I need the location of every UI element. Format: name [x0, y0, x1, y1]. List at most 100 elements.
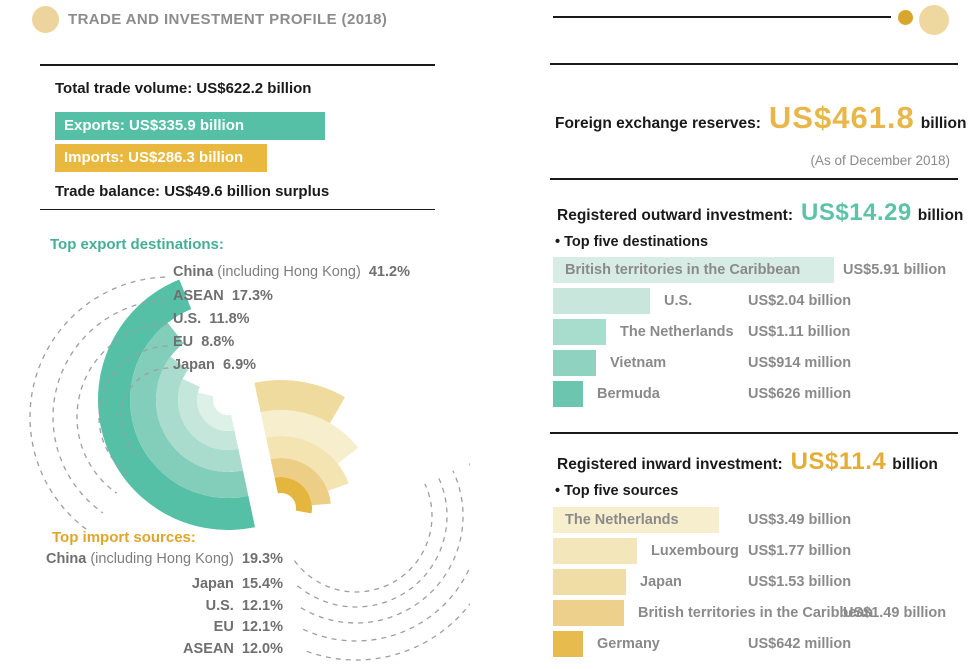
- invest-value: US$914 million: [748, 355, 852, 371]
- invest-row: The Netherlands US$3.49 billion: [553, 507, 963, 533]
- exports-bar: Exports: US$335.9 billion: [55, 112, 325, 140]
- page-title: TRADE AND INVESTMENT PROFILE (2018): [68, 11, 388, 28]
- export-dashed-guide: [76, 323, 167, 494]
- invest-bar: [553, 538, 637, 564]
- invest-value: US$642 million: [748, 636, 852, 652]
- invest-value: US$2.04 billion: [748, 293, 852, 309]
- invest-row: Vietnam US$914 million: [553, 350, 963, 376]
- outward-value: US$14.29: [801, 199, 912, 226]
- divider: [550, 432, 958, 434]
- invest-row: U.S. US$2.04 billion: [553, 288, 963, 314]
- invest-row: Germany US$642 million: [553, 631, 963, 657]
- invest-row: British territories in the Caribbean US$5…: [553, 257, 963, 283]
- invest-label: Germany: [597, 636, 660, 652]
- radial-fan-chart: [29, 276, 470, 661]
- header-dot-big-icon: [919, 5, 949, 35]
- outward-investment-heading: Registered outward investment: US$14.29 …: [557, 199, 963, 227]
- import-dashed-guide: [293, 483, 433, 593]
- inward-unit: billion: [892, 456, 938, 473]
- invest-value: US$1.49 billion: [843, 605, 947, 621]
- import-dashed-guide: [302, 462, 470, 642]
- invest-bar: [553, 350, 596, 376]
- import-fan-band: [260, 410, 359, 464]
- invest-bar: [553, 257, 834, 283]
- invest-value: US$1.77 billion: [748, 543, 852, 559]
- reserves-unit: billion: [920, 115, 967, 132]
- export-dashed-guide: [29, 276, 166, 533]
- invest-bar: [553, 600, 624, 626]
- export-fan-band: [178, 378, 239, 450]
- fan-label: U.S. 11.8%: [173, 311, 250, 327]
- fan-label: China (including Hong Kong) 41.2%: [173, 264, 410, 280]
- invest-bar: [553, 507, 719, 533]
- reserves-label: Foreign exchange reserves:: [555, 115, 761, 132]
- invest-bar: [553, 631, 583, 657]
- fan-label: ASEAN 17.3%: [173, 288, 273, 304]
- export-dashed-guide: [98, 345, 168, 476]
- invest-bar: [553, 569, 626, 595]
- invest-row: British territories in the Caribbean US$1…: [553, 600, 963, 626]
- invest-label: British territories in the Caribbean: [638, 605, 874, 621]
- invest-label: British territories in the Caribbean: [565, 262, 801, 278]
- trade-balance: Trade balance: US$49.6 billion surplus: [55, 183, 330, 200]
- header-accent-circle-icon: [32, 6, 59, 33]
- export-fan-band: [197, 392, 235, 431]
- export-fan-band: [130, 322, 249, 498]
- import-fan-band: [254, 380, 345, 424]
- invest-label: U.S.: [664, 293, 693, 309]
- inward-investment-rows: The Netherlands US$3.49 billion Luxembourg…: [553, 507, 963, 667]
- invest-value: US$1.53 billion: [748, 574, 852, 590]
- reserves-value: US$461.8: [768, 100, 915, 135]
- invest-value: US$5.91 billion: [843, 262, 947, 278]
- export-fan-band: [97, 279, 256, 530]
- fan-label: Japan 6.9%: [173, 357, 257, 373]
- divider: [550, 178, 958, 180]
- outward-label: Registered outward investment:: [557, 207, 793, 224]
- invest-value: US$1.11 billion: [748, 324, 851, 340]
- fan-label: ASEAN 12.0%: [183, 641, 283, 657]
- import-dashed-guide: [300, 470, 464, 624]
- foreign-exchange-reserves: Foreign exchange reserves: US$461.8 bill…: [555, 100, 966, 136]
- import-dashed-guide: [297, 477, 448, 608]
- invest-row: Luxembourg US$1.77 billion: [553, 538, 963, 564]
- inward-label: Registered inward investment:: [557, 456, 783, 473]
- outward-investment-rows: British territories in the Caribbean US$5…: [553, 257, 963, 417]
- invest-row: Japan US$1.53 billion: [553, 569, 963, 595]
- invest-bar: [553, 381, 583, 407]
- header-dot-small-icon: [898, 10, 913, 25]
- invest-label: Bermuda: [597, 386, 660, 402]
- fan-label: EU 12.1%: [213, 619, 283, 635]
- reserves-asof-note: (As of December 2018): [810, 153, 950, 168]
- invest-row: The Netherlands US$1.11 billion: [553, 319, 963, 345]
- invest-label: Luxembourg: [651, 543, 739, 559]
- export-fan-band: [156, 356, 243, 472]
- import-sources-title: Top import sources:: [52, 529, 196, 546]
- export-dashed-guide: [120, 367, 169, 458]
- invest-label: The Netherlands: [620, 324, 734, 340]
- import-fan-band: [270, 458, 331, 506]
- invest-bar: [553, 319, 606, 345]
- header-rule: [553, 16, 891, 18]
- invest-label: The Netherlands: [565, 512, 679, 528]
- fan-label: U.S. 12.1%: [205, 598, 283, 614]
- inward-investment-heading: Registered inward investment: US$11.4 bi…: [557, 448, 938, 476]
- imports-bar: Imports: US$286.3 billion: [55, 144, 267, 172]
- import-fan-band: [266, 436, 349, 491]
- import-fan-band: [274, 477, 312, 514]
- export-dashed-guide: [52, 299, 166, 514]
- invest-row: Bermuda US$626 million: [553, 381, 963, 407]
- outward-unit: billion: [917, 207, 964, 224]
- divider: [550, 63, 958, 65]
- invest-bar: [553, 288, 650, 314]
- inward-value: US$11.4: [790, 448, 887, 475]
- export-destinations-title: Top export destinations:: [50, 236, 224, 253]
- divider: [40, 64, 435, 66]
- total-trade-volume: Total trade volume: US$622.2 billion: [55, 80, 312, 97]
- invest-label: Vietnam: [610, 355, 667, 371]
- inward-subheading: • Top five sources: [555, 483, 679, 499]
- fan-label: Japan 15.4%: [191, 576, 283, 592]
- outward-subheading: • Top five destinations: [555, 234, 709, 250]
- fan-label: EU 8.8%: [173, 334, 235, 350]
- invest-value: US$3.49 billion: [748, 512, 852, 528]
